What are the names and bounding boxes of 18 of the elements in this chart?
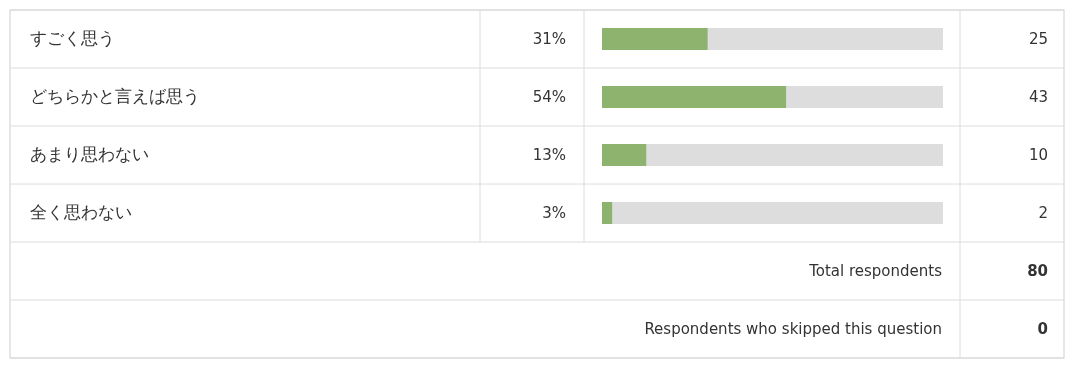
data-label: 13% [532,145,566,164]
text: 2 [1038,203,1048,222]
y-tick-label: 全く思わない [30,202,132,222]
text: 10 [1028,145,1048,164]
y-tick-label: どちらかと言えば思う [30,86,200,106]
data-label: 3% [542,203,566,222]
y-tick-label: すごく思う [30,28,115,48]
y-tick-label: あまり思わない [30,144,149,164]
text: 80 [1027,261,1048,280]
bar [602,202,613,224]
bar [602,144,647,166]
data-label: 31% [532,29,566,48]
data-label: 54% [532,87,566,106]
text: Total respondents [808,261,943,280]
text: 0 [1037,319,1048,338]
text: 43 [1028,87,1048,106]
text: Respondents who skipped this question [644,319,942,338]
text: 25 [1028,29,1048,48]
